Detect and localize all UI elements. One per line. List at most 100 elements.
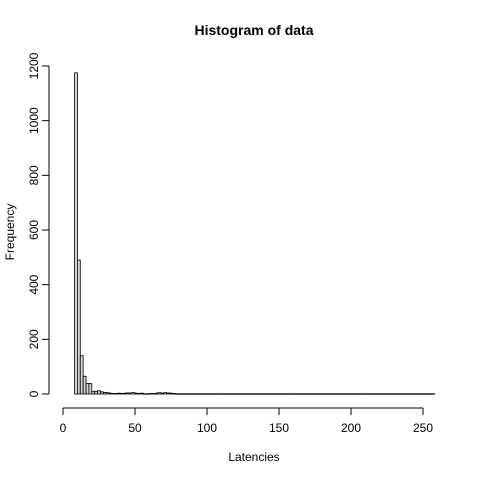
histogram-bar-102: [367, 393, 372, 395]
histogram-bar-99: [359, 393, 363, 395]
histogram-bar-68: [269, 393, 274, 395]
histogram-bar-48: [212, 393, 217, 395]
histogram-bar-118: [413, 393, 418, 395]
histogram-bar-28: [154, 392, 159, 395]
y-tick-label-4: 800: [27, 165, 41, 185]
y-tick-label-0: 0: [27, 390, 41, 397]
x-tick-label-5: 250: [413, 421, 433, 435]
histogram-bar-34: [172, 393, 176, 395]
histogram-bar-36: [177, 393, 182, 395]
histogram-bar-98: [356, 393, 361, 395]
histogram-bar-45: [203, 393, 208, 395]
histogram-bar-79: [301, 393, 306, 395]
histogram-bar-63: [255, 393, 260, 395]
histogram-bar-49: [215, 393, 219, 395]
histogram-bar-105: [376, 393, 381, 395]
y-tick-label-2: 400: [27, 274, 41, 294]
histogram-bar-101: [364, 393, 369, 395]
histogram-bar-31: [163, 392, 168, 395]
histogram-bar-4: [85, 383, 90, 395]
histogram-bar-11: [105, 392, 110, 395]
histogram-bar-88: [327, 393, 332, 395]
histogram-bar-62: [252, 393, 257, 395]
histogram-bar-6: [91, 390, 96, 395]
y-tick-label-5: 1000: [27, 107, 41, 134]
histogram-bar-93: [341, 393, 346, 395]
histogram-bar-90: [333, 393, 338, 395]
histogram-bar-22: [137, 393, 142, 395]
histogram-bar-119: [416, 393, 421, 395]
histogram-bar-12: [108, 392, 113, 395]
histogram-bar-17: [123, 392, 127, 395]
histogram-bar-25: [146, 393, 150, 395]
histogram-bar-16: [120, 393, 124, 395]
histogram-bar-76: [292, 393, 297, 395]
histogram-bar-30: [160, 392, 165, 395]
histogram-bar-5: [88, 383, 93, 395]
histogram-bar-110: [390, 393, 395, 395]
histogram-bar-113: [399, 393, 404, 395]
x-tick-label-3: 150: [269, 421, 289, 435]
chart-title: Histogram of data: [194, 22, 313, 38]
histogram-bar-111: [393, 393, 398, 395]
histogram-bar-33: [169, 392, 173, 395]
y-tick-label-1: 200: [27, 329, 41, 349]
histogram-bar-86: [321, 393, 326, 395]
histogram-bar-80: [304, 393, 309, 395]
histogram-bar-107: [382, 393, 386, 395]
histogram-bar-124: [431, 393, 435, 395]
histogram-bar-23: [140, 392, 145, 395]
histogram-bar-75: [290, 393, 294, 395]
y-axis-label: Frequency: [3, 204, 17, 261]
histogram-bar-115: [405, 393, 410, 395]
histogram-bar-50: [218, 393, 222, 395]
y-axis: 0 200 400 600 800 1000 1200: [27, 52, 50, 397]
x-tick-label-4: 200: [341, 421, 361, 435]
histogram-bar-77: [295, 393, 300, 395]
histogram-bar-55: [232, 393, 237, 395]
histogram-bar-103: [370, 393, 375, 395]
histogram-bar-114: [402, 393, 407, 395]
histogram-bar-59: [244, 393, 248, 395]
histogram-bar-41: [192, 393, 196, 395]
histogram-bar-32: [166, 392, 170, 395]
histogram-bar-92: [339, 393, 343, 395]
histogram-bar-8: [97, 390, 101, 395]
histogram-bar-43: [197, 393, 202, 395]
histogram-bar-78: [298, 393, 303, 395]
histogram-bar-122: [425, 393, 430, 395]
histogram-bar-123: [428, 393, 433, 395]
histogram-bar-112: [396, 393, 401, 395]
histogram-bar-106: [379, 393, 384, 395]
histogram-bar-72: [281, 393, 286, 395]
histogram-bar-64: [258, 393, 263, 395]
histogram-bar-69: [272, 393, 277, 395]
x-tick-label-0: 0: [60, 421, 67, 435]
histogram-bar-19: [128, 392, 133, 395]
histogram-bar-18: [125, 392, 130, 395]
histogram-bar-26: [148, 393, 153, 395]
histogram-bar-66: [264, 393, 268, 395]
histogram-bar-71: [278, 393, 283, 395]
histogram-bar-74: [287, 393, 291, 395]
histogram-bar-91: [336, 393, 340, 395]
histogram-bar-3: [82, 375, 87, 395]
histogram-bar-94: [344, 393, 349, 395]
histogram-bars: [74, 72, 435, 395]
histogram-bar-42: [195, 393, 199, 395]
histogram-bar-0: [74, 72, 78, 395]
histogram-bar-58: [241, 393, 245, 395]
histogram-bar-54: [229, 393, 234, 395]
histogram-bar-117: [411, 393, 415, 395]
histogram-bar-27: [151, 393, 156, 395]
histogram-bar-83: [313, 393, 317, 395]
histogram-bar-84: [316, 393, 320, 395]
histogram-bar-85: [318, 393, 323, 395]
histogram-bar-89: [330, 393, 335, 395]
histogram-bar-47: [209, 393, 214, 395]
histogram-bar-104: [373, 393, 378, 395]
histogram-bar-40: [189, 393, 194, 395]
histogram-bar-56: [235, 393, 240, 395]
histogram-bar-57: [238, 393, 242, 395]
